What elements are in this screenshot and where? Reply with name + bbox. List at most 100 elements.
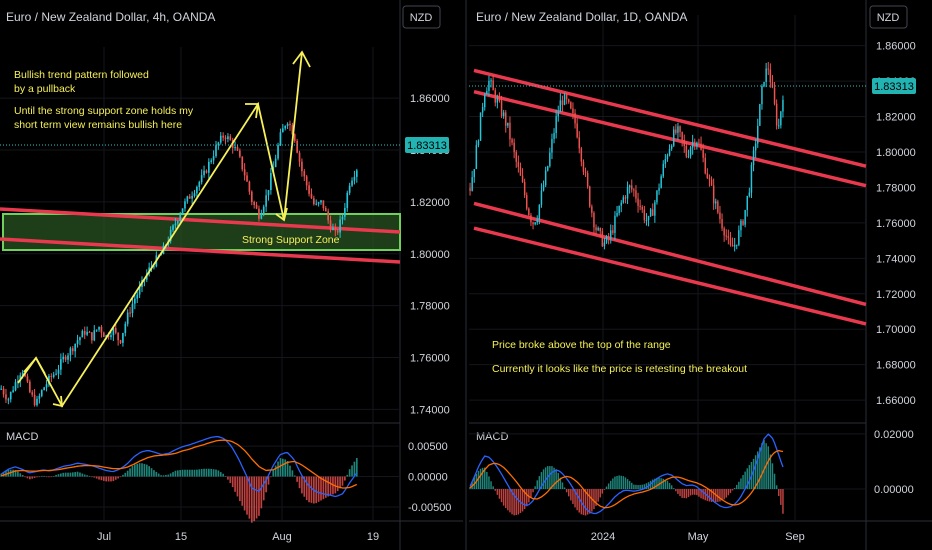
candle-body [727,235,730,238]
macd-histogram-bar [568,489,570,497]
macd-histogram-bar [658,477,660,490]
candle-body [267,189,270,196]
macd-histogram-bar [196,469,198,477]
candle-body [643,209,646,221]
macd-histogram-bar [150,468,153,477]
macd-histogram-bar [169,473,172,477]
candle-body [110,335,112,338]
candle-body [117,332,119,341]
candle-body [260,213,263,219]
macd-histogram-bar [110,476,112,482]
candle-body [219,135,222,143]
candle-body [633,189,635,191]
candle-body [563,94,566,105]
candle-body [67,355,69,360]
macd-histogram-bar [344,476,346,481]
macd-histogram-bar [736,484,738,490]
candle-body [616,212,618,216]
candle-body [490,80,492,82]
macd-histogram-bar [624,477,627,490]
macd-histogram-bar [38,476,41,478]
candle-body [176,221,179,224]
macd-histogram-bar [231,476,234,488]
candle-body [507,122,509,126]
macd-histogram-bar [26,476,29,479]
candle-body [83,330,86,335]
candle-body [486,90,488,95]
candle-body [542,185,545,191]
candle-body [769,69,772,83]
macd-tick-label: 0.00000 [874,484,914,496]
macd-histogram-bar [597,489,599,502]
candle-body [212,156,215,161]
candle-body [492,80,494,91]
macd-histogram-bar [33,476,36,478]
candle-body [515,152,517,162]
candle-body [310,193,313,199]
macd-histogram-bar [488,476,490,490]
macd-histogram-bar [652,479,654,490]
candle-body [668,148,671,156]
candle-body [622,197,625,203]
macd-histogram-bar [691,489,694,495]
last-price-badge-1d-text: 1.83313 [874,81,914,93]
candle-body [685,146,688,157]
candle-body [286,123,289,126]
macd-histogram-bar [79,472,81,477]
price-tick-label: 1.82000 [410,197,450,209]
candle-body [574,113,576,124]
candle-body [595,227,597,231]
macd-histogram-bar [162,475,165,477]
candle-body [765,68,767,82]
macd-histogram-bar [601,489,604,494]
candle-body [700,143,702,150]
candle-body [591,206,593,213]
candle-body [618,205,620,213]
price-tick-label: 1.68000 [876,360,916,372]
macd-histogram-bar [603,489,606,490]
macd-histogram-bar [86,475,88,477]
macd-histogram-bar [469,486,471,490]
candle-body [519,167,522,176]
candle-body [43,387,45,391]
candle-body [496,99,499,103]
macd-histogram-bar [348,469,351,477]
macd-histogram-bar [563,487,566,490]
candle-body [511,139,513,143]
macd-histogram-bar [222,473,224,477]
macd-histogram-bar [12,469,14,477]
candle-body [580,148,583,162]
candle-body [236,147,239,151]
macd-histogram-bar [746,468,748,490]
candle-body [229,136,232,141]
chart-title-4h: Euro / New Zealand Dollar, 4h, OANDA [6,10,215,24]
macd-histogram-bar [526,489,528,507]
macd-histogram-bar [186,469,189,477]
currency-button-4h[interactable] [402,5,441,29]
macd-histogram-bar [203,468,205,477]
channel-line-4 [473,226,867,326]
macd-histogram-bar [317,476,320,502]
candle-body [719,212,721,220]
candle-body [502,112,505,116]
macd-histogram-bar [191,469,193,477]
candle-body [243,169,246,176]
candle-body [754,143,757,151]
candle-body [21,372,24,376]
macd-histogram-bar [712,489,715,503]
macd-histogram-bar [586,489,589,515]
candle-body [191,195,193,199]
candle-body [565,94,568,100]
candle-body [262,206,265,214]
candle-body [339,219,341,233]
candle-body [26,376,29,382]
price-tick-label: 1.72000 [876,289,916,301]
candle-body [124,323,127,333]
candle-body [355,170,358,177]
candle-body [710,179,713,186]
macd-histogram-bar [509,489,511,513]
candle-body [723,228,725,236]
macd-histogram-bar [771,463,774,490]
currency-button-1d[interactable] [869,5,908,29]
candle-body [584,171,587,174]
